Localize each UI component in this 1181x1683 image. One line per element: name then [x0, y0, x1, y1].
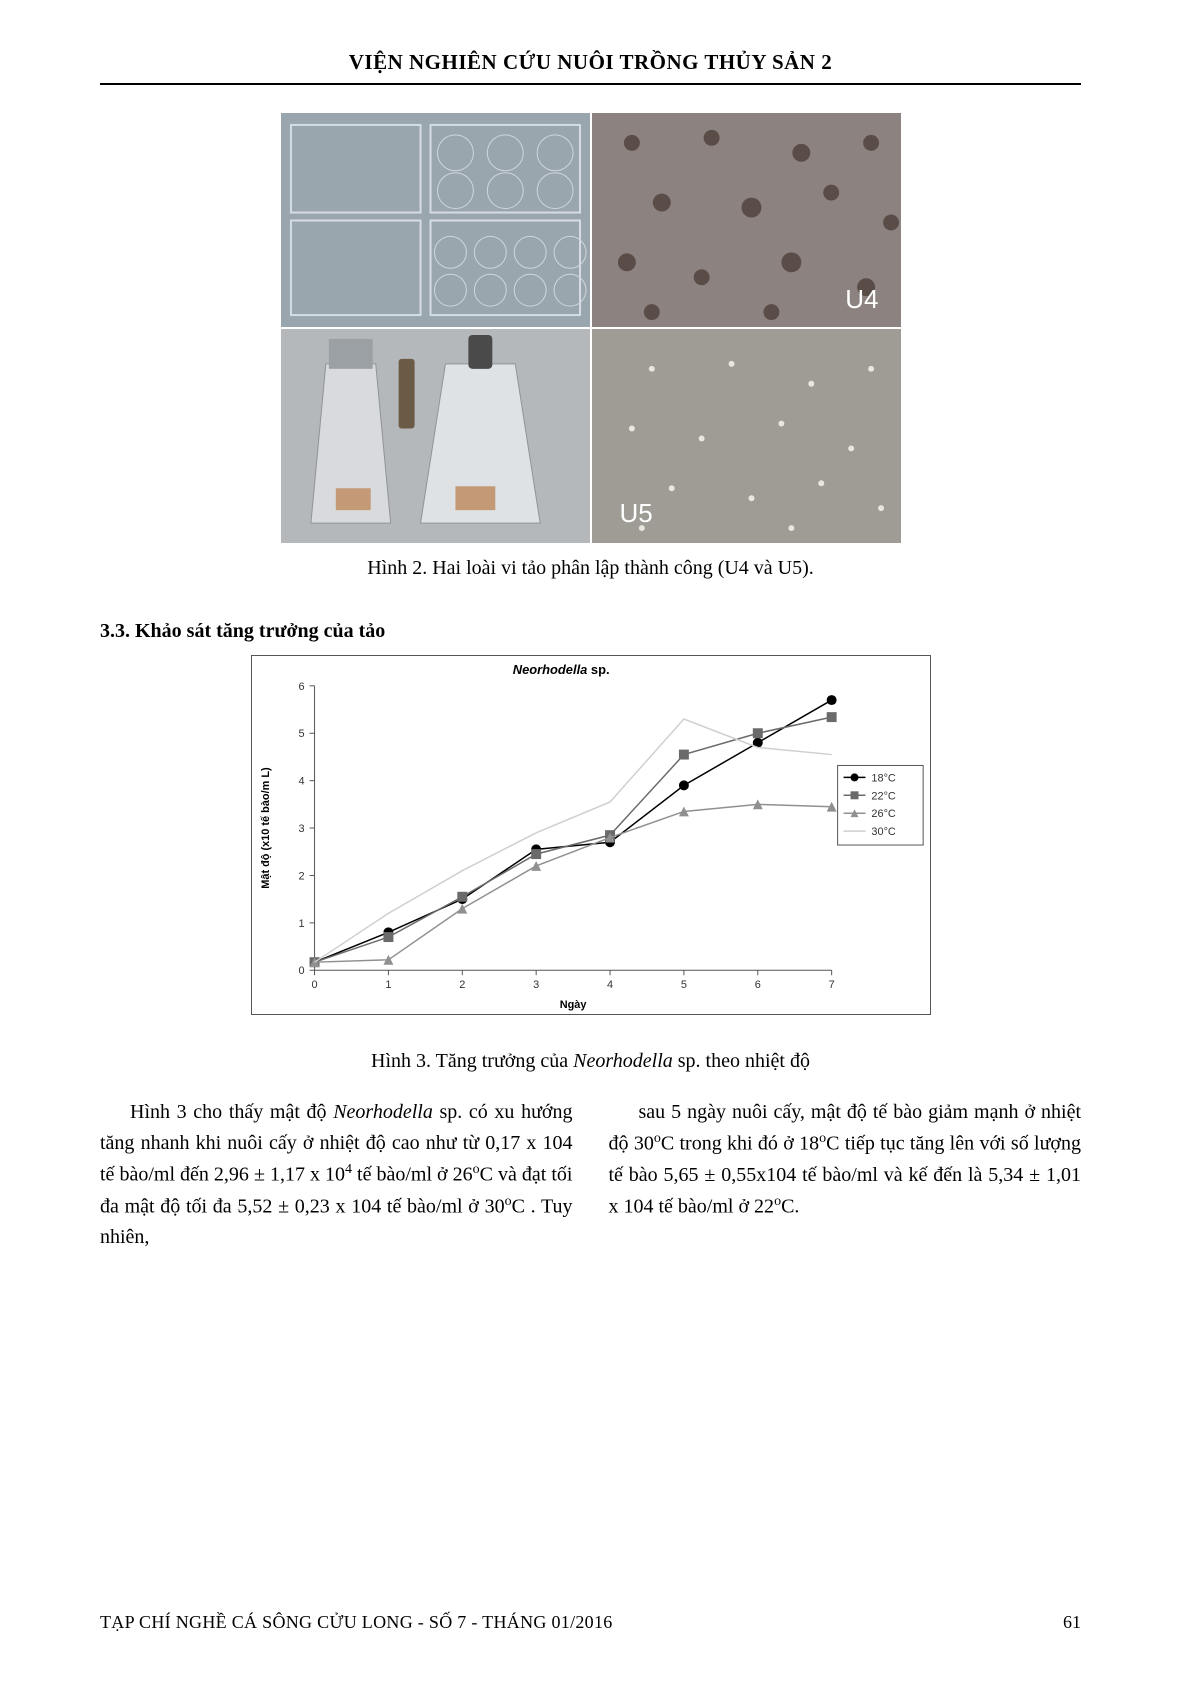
- figure-3-caption-suffix: sp. theo nhiệt độ: [673, 1050, 810, 1072]
- svg-text:Neorhodella sp.: Neorhodella sp.: [512, 662, 609, 677]
- figure-2-cell-bottom-right: U5: [592, 329, 901, 543]
- figure-2-label-u5: U5: [620, 498, 653, 529]
- svg-text:22°C: 22°C: [871, 790, 896, 802]
- svg-text:5: 5: [298, 728, 304, 740]
- page-header-title: VIỆN NGHIÊN CỨU NUÔI TRỒNG THỦY SẢN 2: [100, 50, 1081, 83]
- svg-text:7: 7: [828, 979, 834, 991]
- svg-text:30°C: 30°C: [871, 826, 896, 838]
- body-col-left: Hình 3 cho thấy mật độ Neorhodella sp. c…: [100, 1097, 573, 1253]
- figure-2-cell-top-left: [281, 113, 590, 327]
- svg-text:18°C: 18°C: [871, 772, 896, 784]
- figure-3-caption: Hình 3. Tăng trưởng của Neorhodella sp. …: [100, 1050, 1081, 1073]
- svg-text:4: 4: [298, 776, 304, 788]
- svg-text:3: 3: [533, 979, 539, 991]
- svg-text:Ngày: Ngày: [559, 999, 587, 1011]
- figure-2-caption: Hình 2. Hai loài vi tảo phân lập thành c…: [100, 557, 1081, 580]
- footer-page-number: 61: [1063, 1612, 1081, 1633]
- figure-3-chart: Neorhodella sp. 0 1 2 3 4 5 6 7 0 1 2 3 4 5 6 Ngày Mật độ…: [100, 655, 1081, 1020]
- figure-2: U4: [100, 113, 1081, 580]
- body-col-right: sau 5 ngày nuôi cấy, mật độ tế bào giảm …: [609, 1097, 1082, 1253]
- page-footer: TẠP CHÍ NGHỀ CÁ SÔNG CỬU LONG - SỐ 7 - T…: [100, 1612, 1081, 1633]
- header-rule: [100, 83, 1081, 85]
- figure-2-cell-top-right: U4: [592, 113, 901, 327]
- svg-text:2: 2: [298, 870, 304, 882]
- figure-2-grid: U4: [281, 113, 901, 543]
- svg-text:1: 1: [385, 979, 391, 991]
- svg-text:4: 4: [606, 979, 612, 991]
- svg-text:0: 0: [298, 965, 304, 977]
- body-text: Hình 3 cho thấy mật độ Neorhodella sp. c…: [100, 1097, 1081, 1253]
- svg-text:26°C: 26°C: [871, 808, 896, 820]
- svg-text:1: 1: [298, 918, 304, 930]
- figure-2-cell-bottom-left: [281, 329, 590, 543]
- svg-text:6: 6: [754, 979, 760, 991]
- svg-text:Mật độ (x10 tế bào/m L): Mật độ (x10 tế bào/m L): [259, 767, 271, 889]
- svg-text:5: 5: [680, 979, 686, 991]
- svg-text:3: 3: [298, 823, 304, 835]
- figure-3-caption-species: Neorhodella: [573, 1050, 673, 1072]
- section-3-3-heading: 3.3. Khảo sát tăng trưởng của tảo: [100, 620, 1081, 643]
- footer-journal: TẠP CHÍ NGHỀ CÁ SÔNG CỬU LONG - SỐ 7 - T…: [100, 1612, 613, 1633]
- svg-text:2: 2: [459, 979, 465, 991]
- growth-chart-svg: Neorhodella sp. 0 1 2 3 4 5 6 7 0 1 2 3 4 5 6 Ngày Mật độ…: [251, 655, 931, 1015]
- figure-3-caption-prefix: Hình 3. Tăng trưởng của: [371, 1050, 573, 1072]
- svg-text:0: 0: [311, 979, 317, 991]
- figure-2-label-u4: U4: [845, 284, 878, 315]
- svg-text:6: 6: [298, 681, 304, 693]
